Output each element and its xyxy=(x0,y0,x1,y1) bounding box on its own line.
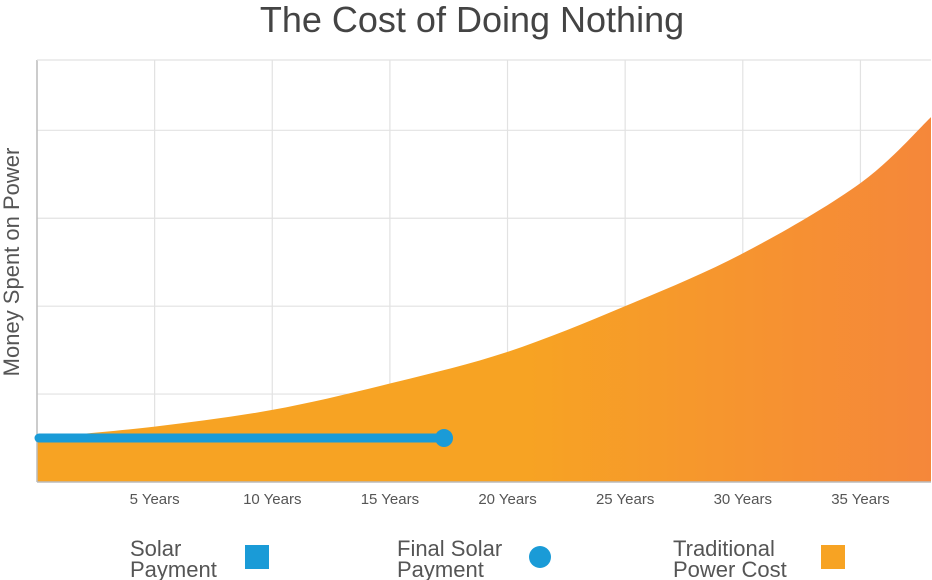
legend-swatch-solar xyxy=(245,545,269,569)
legend-label-traditional-line-2: Power Cost xyxy=(673,557,787,580)
legend-swatch-traditional xyxy=(821,545,845,569)
x-axis-ticks: 5 Years 10 Years 15 Years 20 Years 25 Years 3… xyxy=(130,491,890,508)
x-tick-label-3: 20 Years xyxy=(478,491,536,508)
legend-label-solar-line-2: Payment xyxy=(130,557,217,580)
x-tick-label-1: 10 Years xyxy=(243,491,301,508)
x-tick-label-0: 5 Years xyxy=(130,491,180,508)
legend-label-solar-line-1: Solar xyxy=(130,536,181,561)
axes xyxy=(36,59,931,483)
final-solar-payment-point xyxy=(435,429,454,448)
x-tick-label-5: 30 Years xyxy=(714,491,772,508)
x-tick-label-6: 35 Years xyxy=(831,491,889,508)
legend-label-final-line-2: Payment xyxy=(397,557,484,580)
traditional-power-cost-area xyxy=(37,117,931,482)
legend-swatch-final xyxy=(529,546,551,568)
legend-label-traditional-line-1: Traditional xyxy=(673,536,775,561)
chart-title: The Cost of Doing Nothing xyxy=(260,0,684,40)
y-axis-label: Money Spent on Power xyxy=(0,148,24,377)
x-tick-label-4: 25 Years xyxy=(596,491,654,508)
x-tick-label-2: 15 Years xyxy=(361,491,419,508)
legend-label-final-line-1: Final Solar xyxy=(397,536,502,561)
